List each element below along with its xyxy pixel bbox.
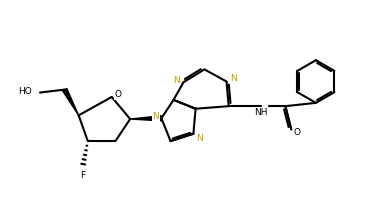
Text: N: N xyxy=(152,112,159,121)
Text: O: O xyxy=(115,90,122,99)
Text: N: N xyxy=(230,74,237,83)
Text: N: N xyxy=(173,76,180,84)
Text: F: F xyxy=(81,171,86,180)
Text: NH: NH xyxy=(254,108,268,117)
Polygon shape xyxy=(130,116,161,121)
Text: HO: HO xyxy=(18,87,32,96)
Polygon shape xyxy=(63,89,79,115)
Text: N: N xyxy=(196,134,203,143)
Text: O: O xyxy=(294,128,301,137)
